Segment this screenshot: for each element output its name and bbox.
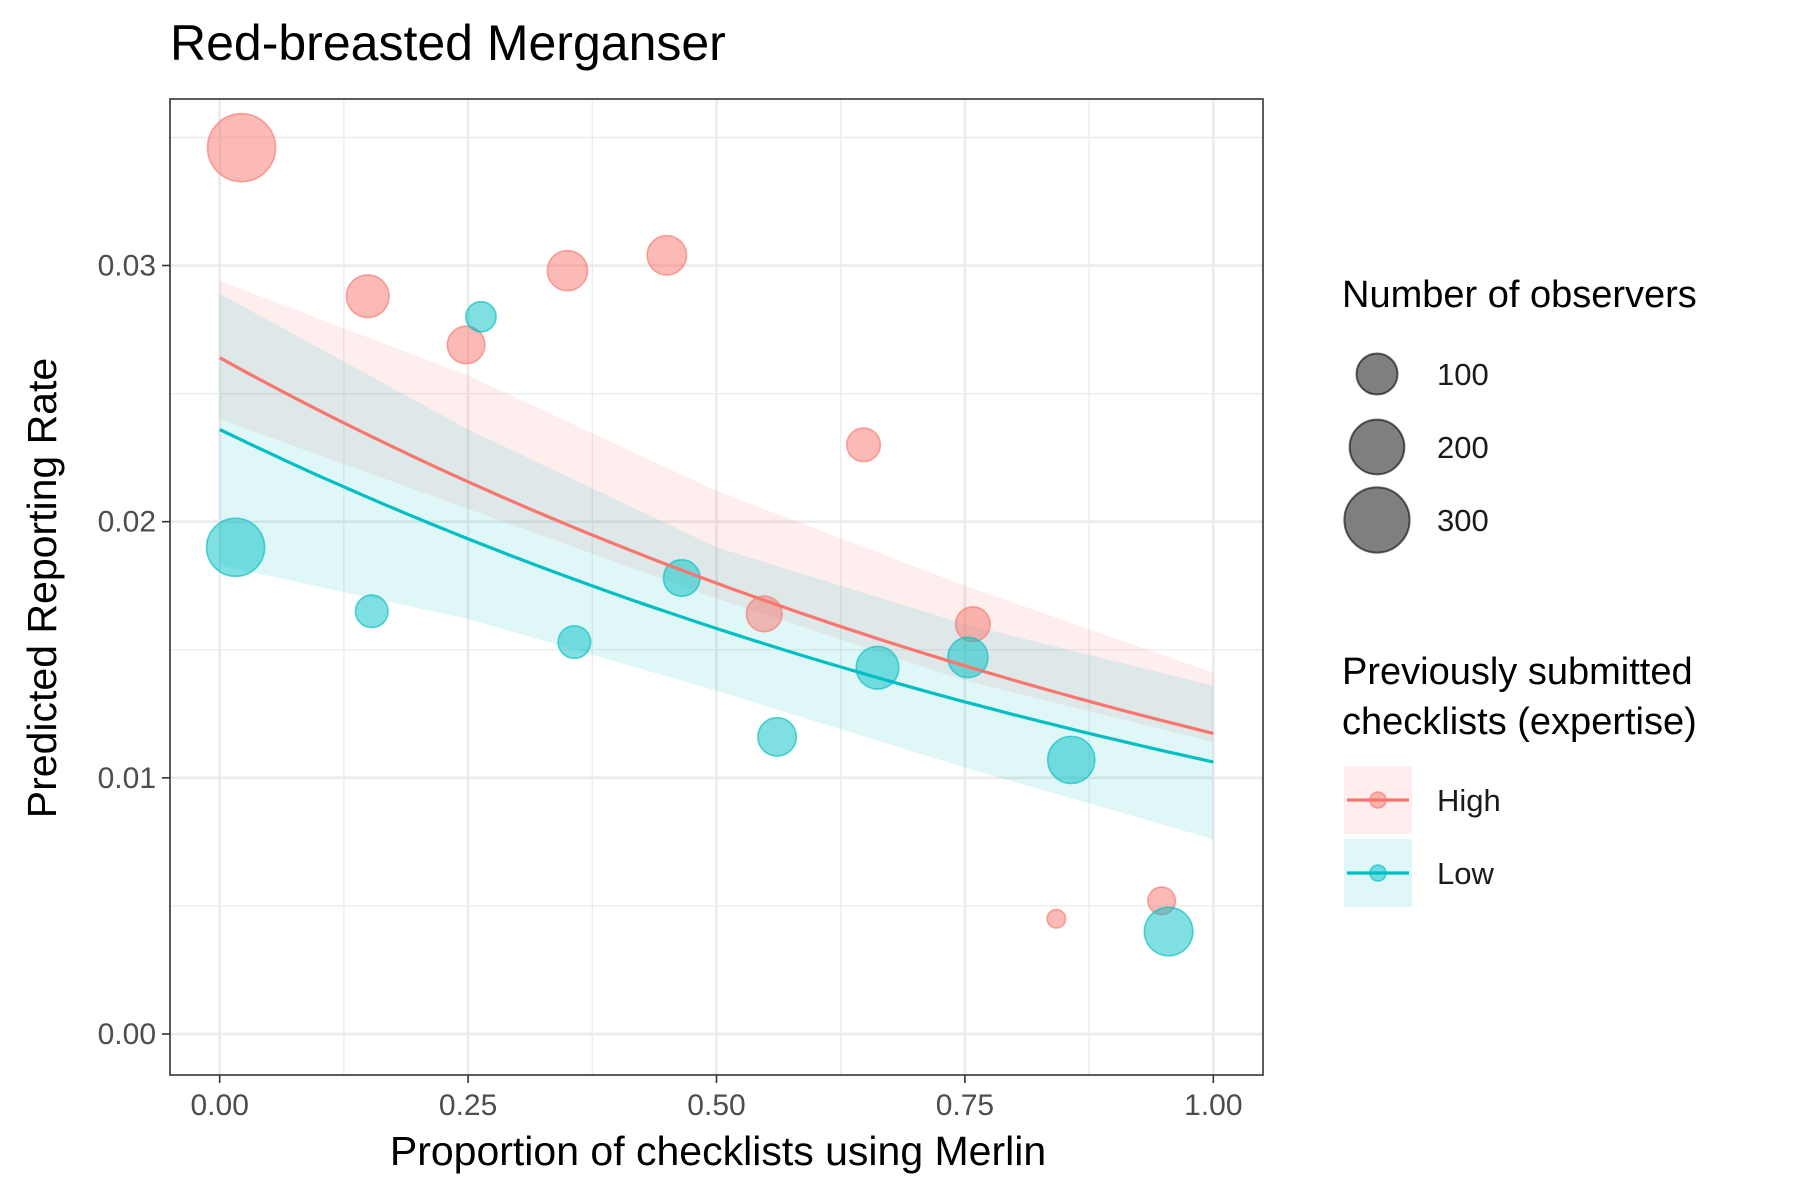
size-legend-key [1343,486,1411,554]
data-point-low [465,300,497,333]
data-point-high [1046,908,1067,929]
x-tick-label: 1.00 [1184,1089,1242,1122]
size-legend-title: Number of observers [1342,274,1697,316]
y-tick-label: 0.01 [98,762,156,795]
y-tick-label: 0.03 [98,250,156,283]
data-point-high [206,112,277,183]
color-legend-title-line-1: Previously submitted [1342,651,1693,693]
color-legend-label-high: High [1437,783,1501,818]
data-point-high [954,606,991,643]
color-legend-label-low: Low [1437,856,1494,891]
data-point-high [646,234,688,276]
size-legend-label: 200 [1437,430,1489,465]
data-point-high [446,325,486,365]
legend: Number of observers 100 200 300 Previously s… [1342,274,1697,907]
x-tick-label: 0.75 [936,1089,994,1122]
size-legend-key [1355,352,1399,396]
x-tick-label: 0.50 [687,1089,745,1122]
y-tick-label: 0.02 [98,506,156,539]
fit-line-high [218,356,1214,735]
color-legend-key-point [1369,864,1387,882]
size-legend-label: 100 [1437,357,1489,392]
plot-panel: 0.00 0.25 0.50 0.75 1.00 0.00 0.01 0.02 0.03 [98,98,1264,1122]
data-point-low [855,645,900,690]
y-axis-title: Predicted Reporting Rate [19,358,65,818]
data-point-high [845,427,882,463]
data-point-low [205,517,266,578]
data-point-low [354,594,389,629]
data-point-high [345,274,390,319]
size-legend-label: 300 [1437,503,1489,538]
fit-line-low [219,428,1214,764]
y-tick-label: 0.00 [98,1018,156,1051]
data-point-low [946,636,989,679]
data-point-low [557,625,592,660]
color-legend-title-line-2: checklists (expertise) [1342,701,1697,743]
x-tick-label: 0.00 [190,1089,248,1122]
x-tick-label: 0.25 [439,1089,497,1122]
size-legend-key [1348,418,1406,476]
data-point-high [546,249,589,292]
data-point-low [1046,735,1096,785]
data-point-low [1143,906,1194,957]
x-axis-title: Proportion of checklists using Merlin [390,1128,1046,1174]
chart-title: Red-breasted Merganser [170,15,726,71]
data-point-low [757,716,798,757]
color-legend-key-point [1369,791,1387,809]
